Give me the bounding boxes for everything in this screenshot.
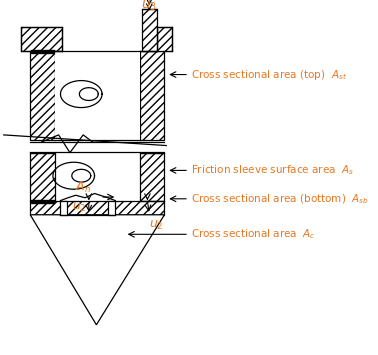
Polygon shape — [30, 51, 55, 140]
Polygon shape — [140, 153, 164, 201]
Polygon shape — [21, 27, 62, 51]
Polygon shape — [142, 9, 157, 51]
Text: Cross sectional area (top)  $A_{st}$: Cross sectional area (top) $A_{st}$ — [191, 67, 347, 82]
Polygon shape — [140, 51, 164, 140]
Text: Friction sleeve surface area  $A_s$: Friction sleeve surface area $A_s$ — [191, 164, 354, 177]
Polygon shape — [30, 201, 164, 215]
Polygon shape — [30, 153, 55, 201]
Polygon shape — [157, 27, 172, 51]
Polygon shape — [60, 201, 67, 215]
Text: Cross sectional area  $A_c$: Cross sectional area $A_c$ — [191, 228, 316, 241]
Polygon shape — [30, 215, 164, 325]
Text: $A_n$: $A_n$ — [74, 180, 91, 195]
Text: $u_2$: $u_2$ — [149, 219, 164, 232]
Text: Cross sectional area (bottom)  $A_{sb}$: Cross sectional area (bottom) $A_{sb}$ — [191, 192, 369, 206]
Text: $u_3$: $u_3$ — [141, 0, 157, 12]
Polygon shape — [108, 201, 115, 215]
Polygon shape — [55, 51, 140, 140]
Text: $u_2$: $u_2$ — [73, 201, 87, 214]
